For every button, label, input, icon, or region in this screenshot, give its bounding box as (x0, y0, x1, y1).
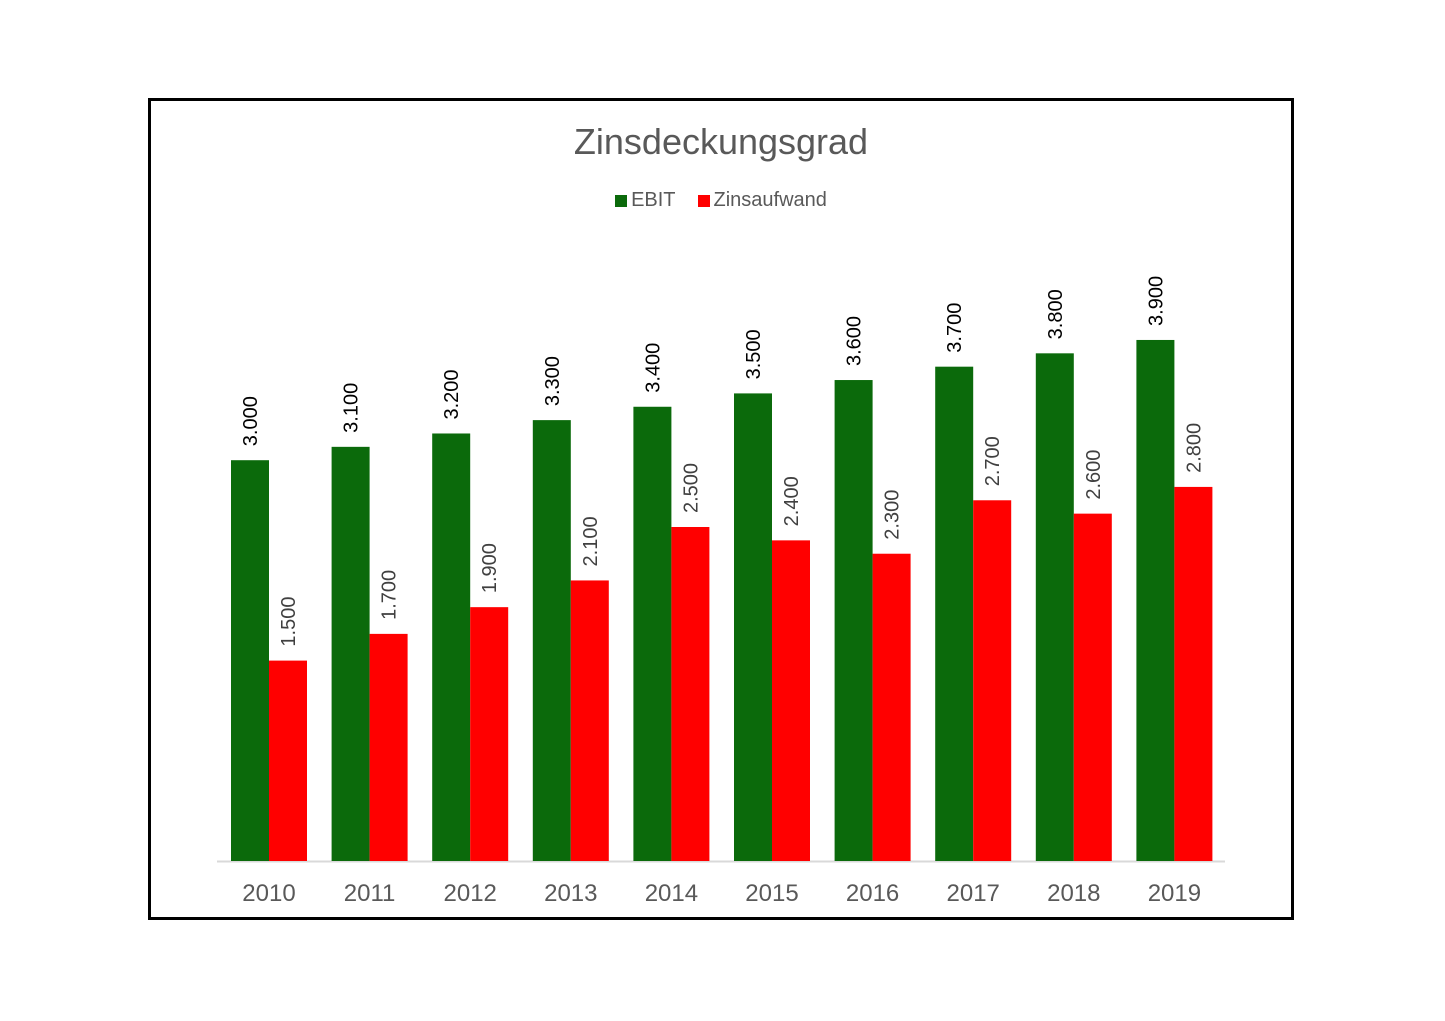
legend-label-zinsaufwand: Zinsaufwand (713, 189, 827, 211)
data-label-ebit-2012: 3.200 (441, 369, 463, 419)
x-tick-label-2010: 2010 (242, 880, 295, 907)
legend: EBIT Zinsaufwand (151, 189, 1291, 212)
data-label-ebit-2016: 3.600 (844, 316, 866, 366)
x-tick-label-2016: 2016 (846, 880, 899, 907)
bar-zinsaufwand-2012 (470, 607, 509, 861)
x-tick-label-2015: 2015 (745, 880, 798, 907)
bar-ebit-2018 (1035, 353, 1074, 861)
legend-label-ebit: EBIT (631, 189, 676, 211)
chart-frame: Zinsdeckungsgrad EBIT Zinsaufwand 3.000 1… (148, 98, 1294, 920)
data-label-ebit-2011: 3.100 (341, 383, 363, 433)
bar-ebit-2010 (231, 460, 269, 861)
x-tick-label-2017: 2017 (947, 880, 1000, 907)
bar-ebit-2011 (331, 446, 370, 861)
legend-item-ebit: EBIT (615, 189, 676, 212)
data-label-zinsaufwand-2011: 1.700 (379, 570, 401, 620)
data-label-zinsaufwand-2015: 2.400 (781, 476, 803, 526)
data-label-ebit-2010: 3.000 (240, 396, 262, 446)
bar-ebit-2015 (734, 393, 772, 861)
data-label-zinsaufwand-2017: 2.700 (982, 436, 1004, 486)
bar-zinsaufwand-2015 (772, 540, 810, 861)
bar-ebit-2014 (633, 406, 672, 861)
data-label-ebit-2015: 3.500 (743, 329, 765, 379)
bar-zinsaufwand-2018 (1073, 513, 1112, 861)
data-label-zinsaufwand-2018: 2.600 (1083, 450, 1105, 500)
data-label-zinsaufwand-2010: 1.500 (278, 597, 300, 647)
data-label-ebit-2014: 3.400 (642, 343, 664, 393)
legend-swatch-ebit (615, 194, 628, 207)
data-label-zinsaufwand-2013: 2.100 (580, 516, 602, 566)
bar-zinsaufwand-2014 (671, 527, 710, 861)
x-tick-label-2014: 2014 (645, 880, 698, 907)
bar-ebit-2013 (532, 420, 571, 861)
data-label-ebit-2013: 3.300 (542, 356, 564, 406)
x-tick-label-2018: 2018 (1047, 880, 1100, 907)
bar-ebit-2012 (432, 433, 471, 861)
plot-area: 3.000 1.500 2010 3.100 1.700 2011 3.200 1.900 20… (217, 276, 1225, 907)
x-tick-label-2019: 2019 (1148, 880, 1201, 907)
bar-ebit-2019 (1136, 339, 1175, 861)
bar-zinsaufwand-2016 (872, 553, 911, 861)
bar-zinsaufwand-2019 (1174, 486, 1213, 861)
chart-title: Zinsdeckungsgrad (573, 121, 869, 162)
x-tick-label-2011: 2011 (344, 880, 396, 907)
data-label-zinsaufwand-2016: 2.300 (882, 490, 904, 540)
data-label-zinsaufwand-2012: 1.900 (479, 543, 501, 593)
bar-ebit-2016 (834, 380, 873, 861)
bar-zinsaufwand-2017 (973, 500, 1012, 861)
data-label-zinsaufwand-2014: 2.500 (680, 463, 702, 513)
bar-zinsaufwand-2010 (269, 660, 307, 861)
data-label-ebit-2017: 3.700 (944, 303, 966, 353)
bar-zinsaufwand-2013 (570, 580, 609, 861)
legend-item-zinsaufwand: Zinsaufwand (697, 189, 827, 212)
data-label-zinsaufwand-2019: 2.800 (1183, 423, 1205, 473)
x-tick-label-2012: 2012 (444, 880, 497, 907)
data-label-ebit-2019: 3.900 (1145, 276, 1167, 326)
data-label-ebit-2018: 3.800 (1045, 289, 1067, 339)
legend-swatch-zinsaufwand (697, 194, 710, 207)
bar-ebit-2017 (935, 366, 974, 861)
x-tick-label-2013: 2013 (544, 880, 597, 907)
bar-zinsaufwand-2011 (369, 633, 408, 861)
